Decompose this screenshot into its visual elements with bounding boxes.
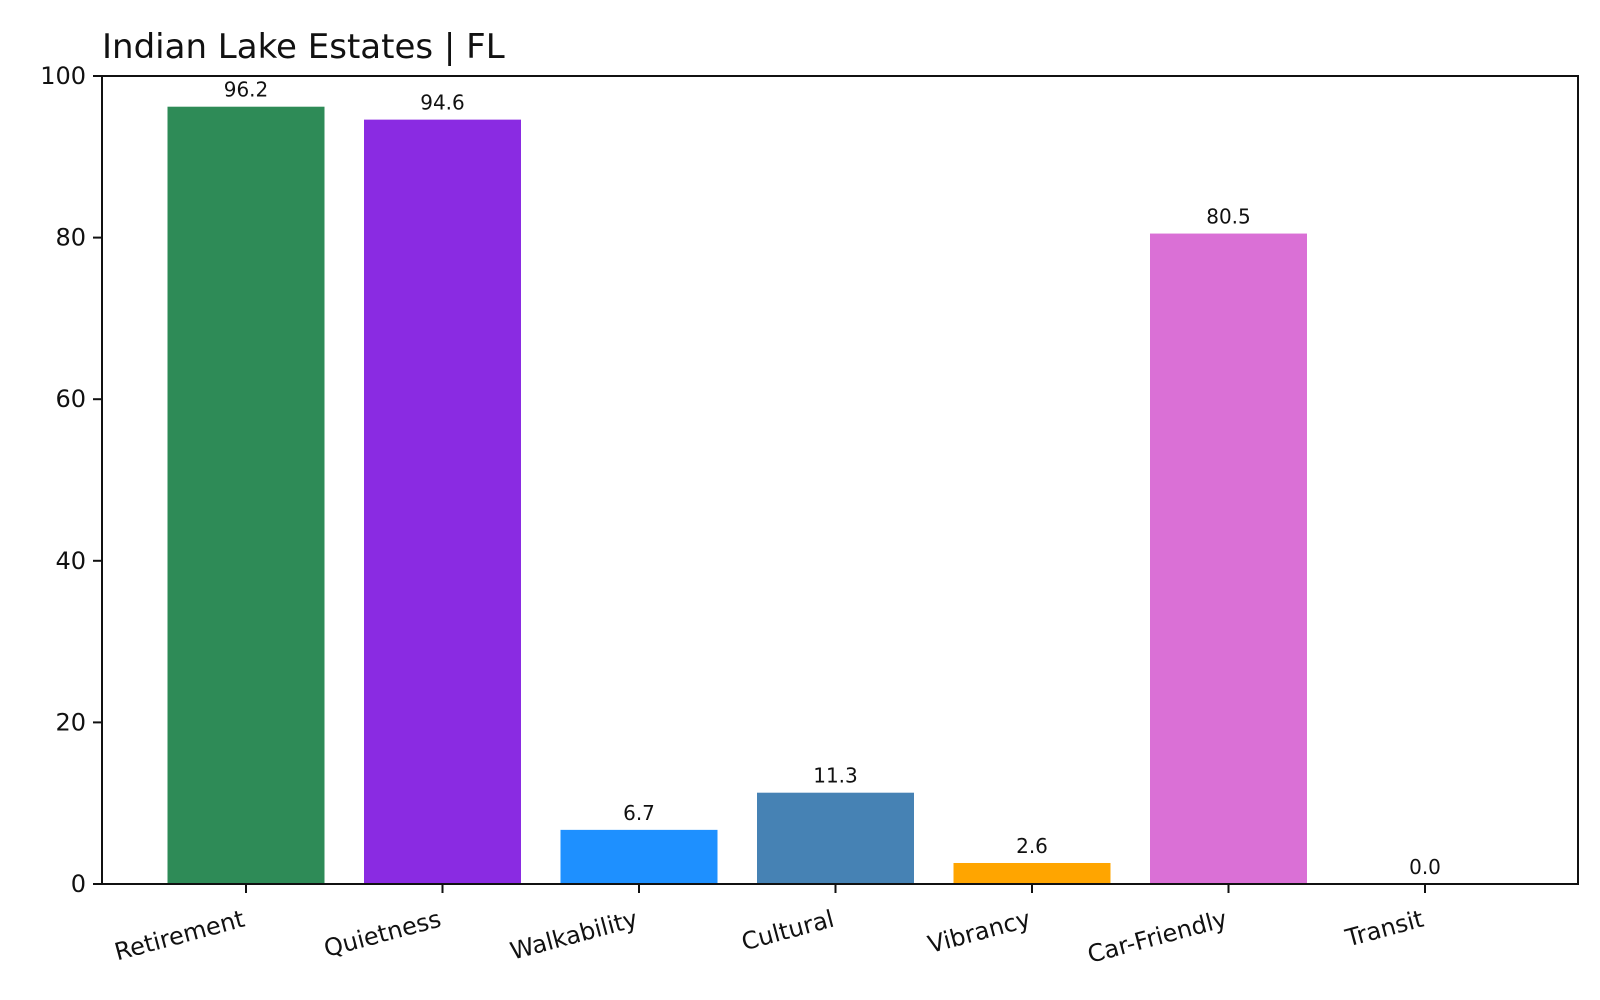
plot-frame — [101, 75, 1579, 885]
y-tick-label: 100 — [40, 62, 86, 90]
y-tick-label: 80 — [55, 224, 86, 252]
y-tick-label: 40 — [55, 547, 86, 575]
x-tick-label: Vibrancy — [925, 905, 1034, 959]
data-label: 6.7 — [623, 801, 655, 825]
data-label: 80.5 — [1206, 205, 1251, 229]
y-tick-label: 20 — [55, 708, 86, 736]
x-tick-label: Car-Friendly — [1085, 905, 1231, 969]
bar-quietness — [364, 119, 521, 884]
y-axis: 0 20 40 60 80 100 — [40, 62, 102, 898]
bar-car-friendly — [1150, 233, 1307, 884]
data-label: 2.6 — [1016, 834, 1048, 858]
data-label: 0.0 — [1409, 855, 1441, 879]
chart-title: Indian Lake Estates | FL — [102, 27, 505, 67]
data-labels-group: 96.2 94.6 6.7 11.3 2.6 80.5 0.0 — [224, 78, 1441, 879]
x-tick-label: Cultural — [739, 905, 838, 957]
x-tick-label: Quietness — [321, 905, 444, 963]
bar-walkability — [560, 829, 718, 884]
data-label: 11.3 — [813, 764, 858, 788]
data-label: 96.2 — [224, 78, 269, 102]
x-axis: Retirement Quietness Walkability Cultural Vi… — [112, 884, 1427, 969]
data-label: 94.6 — [420, 91, 465, 115]
y-tick-label: 0 — [71, 870, 86, 898]
bar-cultural — [757, 792, 914, 884]
y-tick-label: 60 — [55, 385, 86, 413]
x-tick-label: Walkability — [507, 905, 640, 966]
x-tick-label: Retirement — [112, 905, 248, 967]
bar-vibrancy — [953, 862, 1111, 884]
bars-group — [167, 106, 1307, 885]
x-tick-label: Transit — [1342, 905, 1427, 953]
bar-retirement — [167, 106, 325, 885]
